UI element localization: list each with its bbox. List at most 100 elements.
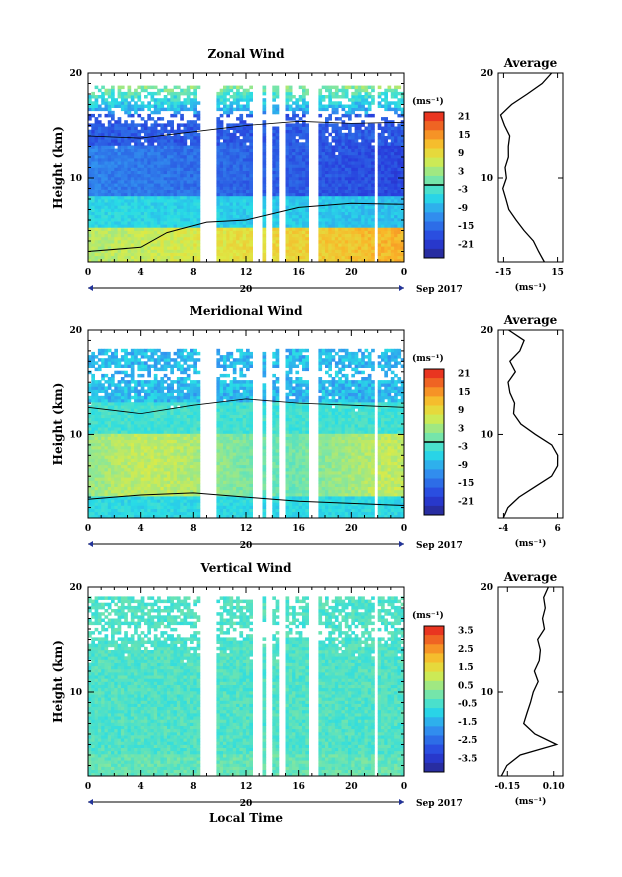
colorbar-segment	[424, 167, 444, 177]
colorbar-tick-label: 3.5	[458, 627, 474, 637]
colorbar-segment	[424, 112, 444, 122]
panel-title: Meridional Wind	[190, 304, 304, 318]
colorbar-tick-label: -3.5	[458, 754, 477, 764]
profile-line	[503, 330, 558, 518]
heatmap-cells	[88, 86, 404, 263]
colorbar-segment	[424, 415, 444, 425]
colorbar-segment	[424, 433, 444, 443]
x-tick-label: 8	[190, 782, 196, 792]
profile-x-tick-label: 15	[551, 268, 564, 278]
x-tick-label: 16	[292, 524, 305, 534]
x-tick-label: 16	[292, 268, 305, 278]
profile-x-label: (ms⁻¹)	[515, 282, 547, 293]
date-axis-right-arrow	[399, 285, 404, 291]
colorbar-segment	[424, 149, 444, 159]
x-tick-label: 0	[85, 524, 91, 534]
colorbar: (ms⁻¹)3.52.51.50.5-0.5-1.5-2.5-3.5	[412, 610, 477, 773]
x-tick-label: 16	[292, 782, 305, 792]
colorbar-tick-label: -2.5	[458, 736, 477, 746]
colorbar-segment	[424, 488, 444, 498]
colorbar-unit: (ms⁻¹)	[412, 353, 444, 364]
colorbar-tick-label: -21	[458, 240, 474, 250]
colorbar-segment	[424, 158, 444, 168]
colorbar-segment	[424, 212, 444, 222]
x-tick-label: 0	[401, 524, 407, 534]
colorbar-segment	[424, 635, 444, 645]
colorbar-tick-label: 21	[458, 113, 471, 123]
colorbar-segment	[424, 130, 444, 140]
day-label: 20	[240, 541, 253, 551]
colorbar-segment	[424, 672, 444, 682]
colorbar-segment	[424, 708, 444, 718]
colorbar-segment	[424, 754, 444, 764]
colorbar-tick-label: -0.5	[458, 700, 477, 710]
x-tick-label: 12	[240, 268, 253, 278]
colorbar-tick-label: 3	[458, 167, 464, 177]
panel-title: Vertical Wind	[199, 561, 292, 575]
profile-x-tick-label: -15	[495, 268, 511, 278]
date-label: Sep 2017	[416, 799, 463, 809]
colorbar-segment	[424, 194, 444, 204]
colorbar-segment	[424, 442, 444, 452]
profile-y-tick-label: 10	[480, 688, 493, 698]
profile-x-tick-label: 0.10	[543, 782, 565, 792]
colorbar-unit: (ms⁻¹)	[412, 610, 444, 621]
colorbar-segment	[424, 506, 444, 516]
y-tick-label: 20	[69, 583, 82, 593]
colorbar-segment	[424, 231, 444, 241]
x-tick-label: 0	[401, 782, 407, 792]
colorbar-segment	[424, 699, 444, 709]
colorbar-tick-label: 15	[458, 388, 471, 398]
x-tick-label: 12	[240, 524, 253, 534]
colorbar-segment	[424, 644, 444, 654]
colorbar-tick-label: 9	[458, 149, 464, 159]
y-axis-label: Height (km)	[51, 126, 65, 209]
profile-x-tick-label: -0.15	[494, 782, 520, 792]
colorbar-segment	[424, 717, 444, 727]
profile-frame	[498, 73, 563, 262]
date-axis-left-arrow	[88, 285, 93, 291]
colorbar-segment	[424, 249, 444, 259]
colorbar-tick-label: 15	[458, 131, 471, 141]
panel-title: Zonal Wind	[208, 47, 286, 61]
profile-frame	[498, 587, 563, 776]
x-tick-label: 4	[138, 782, 144, 792]
colorbar-segment	[424, 240, 444, 250]
y-tick-label: 10	[69, 174, 82, 184]
profile-line	[501, 73, 552, 262]
colorbar-tick-label: -1.5	[458, 718, 477, 728]
colorbar-tick-label: 21	[458, 370, 471, 380]
colorbar-tick-label: -15	[458, 479, 474, 489]
colorbar-tick-label: 3	[458, 424, 464, 434]
colorbar-segment	[424, 497, 444, 507]
colorbar-segment	[424, 653, 444, 663]
colorbar-segment	[424, 451, 444, 461]
day-label: 20	[240, 799, 253, 809]
colorbar-tick-label: -9	[458, 461, 468, 471]
profile-y-tick-label: 20	[480, 583, 493, 593]
date-label: Sep 2017	[416, 285, 463, 295]
profile-y-tick-label: 10	[480, 174, 493, 184]
colorbar-segment	[424, 681, 444, 691]
colorbar-segment	[424, 626, 444, 636]
date-label: Sep 2017	[416, 541, 463, 551]
colorbar-tick-label: 0.5	[458, 681, 474, 691]
colorbar-tick-label: 2.5	[458, 645, 474, 655]
x-tick-label: 4	[138, 268, 144, 278]
profile-x-label: (ms⁻¹)	[515, 538, 547, 549]
profile-title: Average	[503, 56, 558, 70]
colorbar-tick-label: -15	[458, 222, 474, 232]
colorbar-segment	[424, 736, 444, 746]
colorbar-segment	[424, 185, 444, 195]
colorbar-segment	[424, 406, 444, 416]
day-label: 20	[240, 285, 253, 295]
heatmap-cells	[88, 349, 404, 519]
profile-x-tick-label: 6	[554, 524, 560, 534]
y-axis-label: Height (km)	[51, 640, 65, 723]
